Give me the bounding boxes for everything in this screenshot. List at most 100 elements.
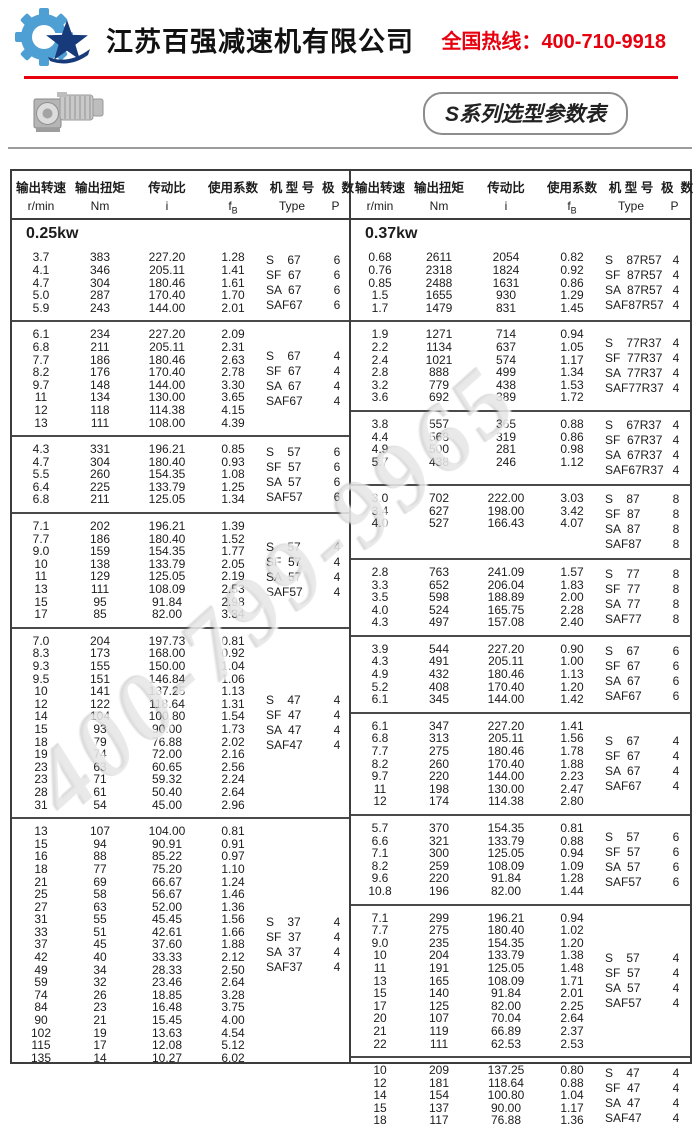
type-name: S 67R37 (605, 417, 662, 432)
value-cell: 779 (428, 377, 450, 392)
value-cell: 180.46 (487, 667, 525, 682)
col-torque-header: 输出扭矩 Nm (74, 181, 125, 213)
value-cell: 13 (34, 582, 48, 597)
table-row: 7.7 186 180.40 1.52 (12, 533, 262, 546)
value-cell: 2.96 (221, 797, 245, 812)
value-cell: 3.0 (371, 490, 389, 505)
pole-count: 4 (333, 722, 341, 737)
value-cell: 0.81 (560, 821, 584, 836)
param-block: 3.8 557 365 0.88 4.4 568 319 0.86 4.9 500 281 0.98 5… (351, 409, 690, 484)
type-row: SF 77R37 4 (601, 351, 688, 366)
table-row: 18 77 75.20 1.10 (12, 863, 262, 876)
value-cell: 125 (428, 998, 450, 1013)
type-name: SAF47 (605, 1110, 642, 1125)
value-cell: 2.50 (221, 962, 245, 977)
param-block: 13 107 104.00 0.81 15 94 90.91 0.91 16 88 85.22 0.9… (12, 817, 349, 1070)
data-rows: 1.9 1271 714 0.94 2.2 1134 637 1.05 2.4 1021 574 1.… (351, 328, 601, 404)
value-cell: 133.79 (487, 833, 525, 848)
value-cell: 3.7 (32, 250, 50, 265)
value-cell: 0.90 (560, 641, 584, 656)
table-0-37kw: 输出转速 r/min 输出扭矩 Nm 传动比 i 使用系数 fB 机 型 号 Type … (351, 169, 693, 1127)
value-cell: 118 (90, 402, 110, 417)
value-cell: 12 (373, 1075, 387, 1090)
value-cell: 93 (93, 721, 107, 736)
pole-count: 6 (672, 829, 680, 844)
value-cell: 557 (428, 416, 450, 431)
table-row: 4.7 304 180.40 0.93 (12, 456, 262, 469)
value-cell: 154.35 (148, 544, 186, 559)
data-rows: 5.7 370 154.35 0.81 6.6 321 133.79 0.88 7.1 300 12… (351, 822, 601, 898)
value-cell: 1.39 (221, 519, 245, 534)
pole-count: 6 (672, 644, 680, 659)
value-cell: 3.28 (221, 987, 245, 1002)
value-cell: 5.12 (221, 1038, 245, 1053)
value-cell: 1.31 (221, 696, 245, 711)
value-cell: 13 (373, 973, 387, 988)
type-name: SAF47 (266, 737, 303, 752)
type-row: S 67R37 4 (601, 418, 688, 433)
pole-count: 6 (672, 674, 680, 689)
table-row: 102 19 13.63 4.54 (12, 1027, 262, 1040)
type-name: SA 87R57 (605, 282, 663, 297)
table-row: 15 94 90.91 0.91 (12, 838, 262, 851)
type-row: S 77 8 (601, 567, 688, 582)
value-cell: 2054 (492, 250, 520, 265)
gear-reducer-photo (30, 84, 116, 143)
value-cell: 10 (373, 1063, 387, 1078)
value-cell: 227.20 (487, 641, 525, 656)
pole-count: 4 (333, 570, 341, 585)
value-cell: 9.0 (32, 544, 50, 559)
value-cell: 2.02 (221, 734, 245, 749)
value-cell: 23 (34, 772, 48, 787)
series-badge: S系列选型参数表 (422, 91, 628, 135)
type-row: S 57 6 (262, 445, 349, 460)
value-cell: 77 (93, 861, 107, 876)
pole-count: 4 (672, 1110, 680, 1125)
table-row: 6.8 211 205.11 2.31 (12, 341, 262, 354)
table-row: 84 23 16.48 3.75 (12, 1001, 262, 1014)
pole-count: 4 (672, 282, 680, 297)
value-cell: 1.78 (560, 744, 584, 759)
pole-count: 6 (333, 489, 341, 504)
table-row: 2.4 1021 574 1.17 (351, 352, 601, 367)
value-cell: 170.40 (487, 756, 525, 771)
table-row: 12 174 114.38 2.80 (351, 795, 601, 808)
value-cell: 0.92 (560, 262, 584, 277)
value-cell: 3.03 (560, 490, 584, 505)
value-cell: 150.00 (148, 659, 186, 674)
value-cell: 9.5 (32, 671, 50, 686)
value-cell: 137.25 (487, 1063, 525, 1078)
table-row: 7.7 275 180.40 1.02 (351, 924, 601, 937)
value-cell: 10 (373, 948, 387, 963)
value-cell: 45 (93, 937, 107, 952)
hotline-label: 全国热线： (441, 30, 542, 53)
value-cell: 1.09 (560, 858, 584, 873)
table-row: 17 85 82.00 3.34 (12, 608, 262, 621)
value-cell: 6.6 (371, 833, 389, 848)
col-speed-header: 输出转速 r/min (354, 181, 405, 213)
pole-count: 4 (672, 462, 680, 477)
value-cell: 2.4 (371, 352, 389, 367)
value-cell: 88 (93, 849, 107, 864)
table-row: 8.2 176 170.40 2.78 (12, 366, 262, 379)
value-cell: 205.11 (488, 654, 524, 669)
type-row: SF 77 8 (601, 582, 688, 597)
value-cell: 1655 (425, 288, 453, 303)
value-cell: 133.79 (487, 948, 525, 963)
table-row: 8.2 259 108.09 1.09 (351, 860, 601, 873)
value-cell: 1.41 (560, 718, 584, 733)
type-row: S 67 4 (601, 734, 688, 749)
value-cell: 154.35 (148, 467, 186, 482)
value-cell: 0.88 (560, 833, 584, 848)
value-cell: 1.10 (221, 861, 245, 876)
value-cell: 107 (428, 1011, 450, 1026)
table-row: 25 58 56.67 1.46 (12, 888, 262, 901)
value-cell: 204 (89, 633, 111, 648)
pole-count: 4 (333, 363, 341, 378)
table-row: 8.3 173 168.00 0.92 (12, 647, 262, 660)
type-row: S 77R37 4 (601, 336, 688, 351)
value-cell: 383 (89, 250, 111, 265)
value-cell: 18 (34, 861, 48, 876)
value-cell: 4.3 (371, 654, 389, 669)
type-row: SA 67R37 4 (601, 448, 688, 463)
